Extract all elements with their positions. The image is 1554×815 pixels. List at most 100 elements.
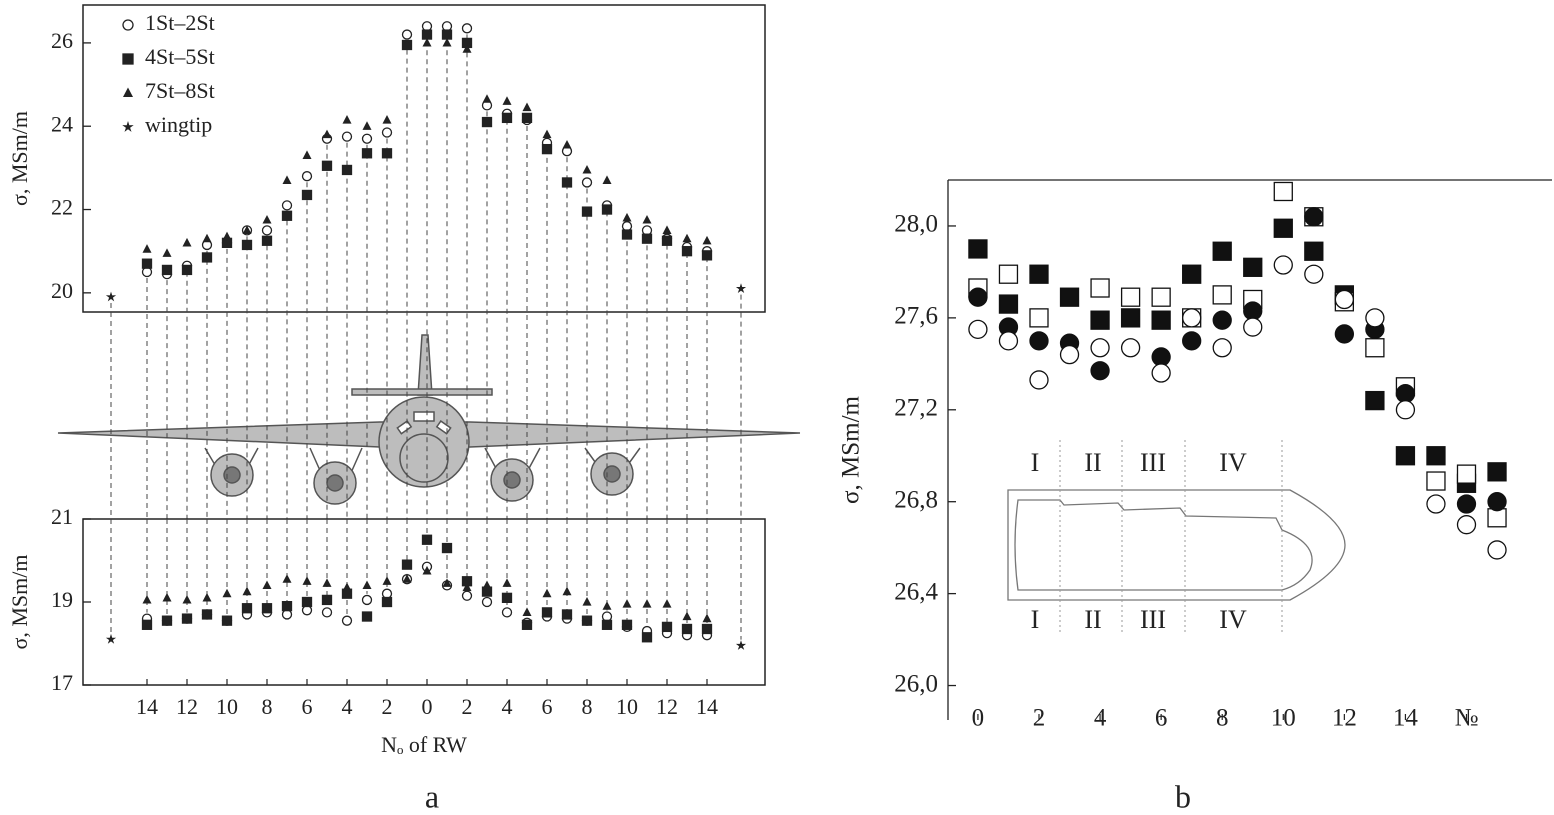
marker [501, 592, 513, 603]
marker [1029, 308, 1049, 328]
y-axis-label: σ, MSm/m [7, 555, 32, 650]
marker [261, 225, 273, 236]
marker [362, 580, 372, 589]
marker [241, 603, 253, 614]
x-tick-label: 8 [582, 694, 593, 719]
marker [181, 264, 193, 276]
x-tick-label: 6 [542, 694, 553, 719]
marker [581, 615, 593, 626]
marker [735, 640, 747, 650]
marker [242, 225, 252, 234]
x-tick-label: 14 [696, 694, 718, 719]
marker [1151, 347, 1171, 367]
marker [142, 244, 152, 253]
marker [301, 171, 313, 182]
marker [162, 248, 172, 257]
marker [998, 264, 1019, 284]
marker [401, 559, 413, 570]
marker [281, 601, 293, 612]
marker [182, 237, 192, 247]
window [396, 420, 413, 435]
marker [1212, 310, 1232, 330]
marker [321, 594, 333, 606]
marker [1334, 289, 1355, 310]
marker [581, 177, 593, 188]
marker [401, 29, 413, 40]
marker [442, 37, 452, 47]
marker [1426, 446, 1446, 466]
marker [502, 96, 512, 105]
y-tick-label: 24 [51, 111, 73, 136]
marker [681, 623, 693, 635]
marker [1426, 494, 1446, 514]
marker [662, 599, 672, 608]
marker [381, 148, 393, 159]
y-tick-label: 26,8 [894, 486, 938, 513]
x-tick-label: 2 [382, 694, 393, 719]
marker [382, 115, 392, 124]
marker [968, 239, 988, 259]
x-tick-label: 12 [1332, 705, 1357, 732]
x-tick-label: 10 [1271, 705, 1296, 732]
marker [1029, 331, 1049, 351]
marker [462, 44, 472, 53]
marker [602, 175, 612, 184]
marker [561, 609, 573, 620]
marker [442, 578, 452, 587]
marker [1212, 338, 1232, 358]
marker [601, 619, 613, 630]
x-tick-label: 2 [462, 694, 473, 719]
marker [461, 23, 473, 34]
marker [342, 582, 352, 592]
engine-core [603, 465, 621, 483]
x-tick-label: 14 [1393, 705, 1419, 732]
marker [661, 235, 673, 246]
marker [501, 607, 513, 618]
engine-core [223, 466, 241, 484]
marker [1243, 257, 1263, 277]
x-tick-label: 2 [1033, 705, 1046, 732]
x-axis-label: Nₒ of RW [381, 732, 467, 757]
marker [181, 613, 193, 624]
marker [282, 574, 292, 583]
marker [622, 212, 632, 222]
x-tick-label: 6 [1155, 705, 1168, 732]
marker [998, 294, 1019, 314]
marker [561, 177, 573, 188]
marker [1487, 492, 1507, 512]
marker [261, 235, 273, 246]
marker [522, 102, 532, 112]
inset-label: I [1031, 605, 1040, 634]
marker [562, 140, 572, 149]
marker [735, 283, 747, 293]
marker [1090, 338, 1110, 358]
marker [1487, 462, 1507, 482]
marker [281, 210, 293, 221]
marker [441, 21, 453, 32]
panel-label: b [1175, 778, 1191, 814]
intake [399, 433, 449, 483]
y-axis-label: σ, MSm/m [7, 111, 32, 206]
legend-label: 4St–5St [145, 44, 215, 69]
marker [1029, 370, 1049, 390]
marker [341, 164, 353, 176]
marker [482, 580, 492, 589]
x-tick-label: 8 [1216, 705, 1229, 732]
marker [621, 221, 633, 232]
marker [122, 53, 134, 65]
panel-label: a [425, 778, 439, 814]
marker [968, 287, 988, 307]
marker [522, 607, 532, 616]
marker [421, 21, 433, 32]
y-tick-label: 22 [51, 195, 73, 220]
marker [968, 319, 988, 340]
marker [1395, 446, 1416, 466]
x-tick-label: 12 [656, 694, 678, 719]
marker [541, 607, 553, 618]
marker [222, 588, 232, 598]
marker [402, 574, 412, 583]
y-tick-label: 21 [51, 504, 73, 529]
marker [141, 258, 153, 269]
marker [105, 291, 117, 302]
